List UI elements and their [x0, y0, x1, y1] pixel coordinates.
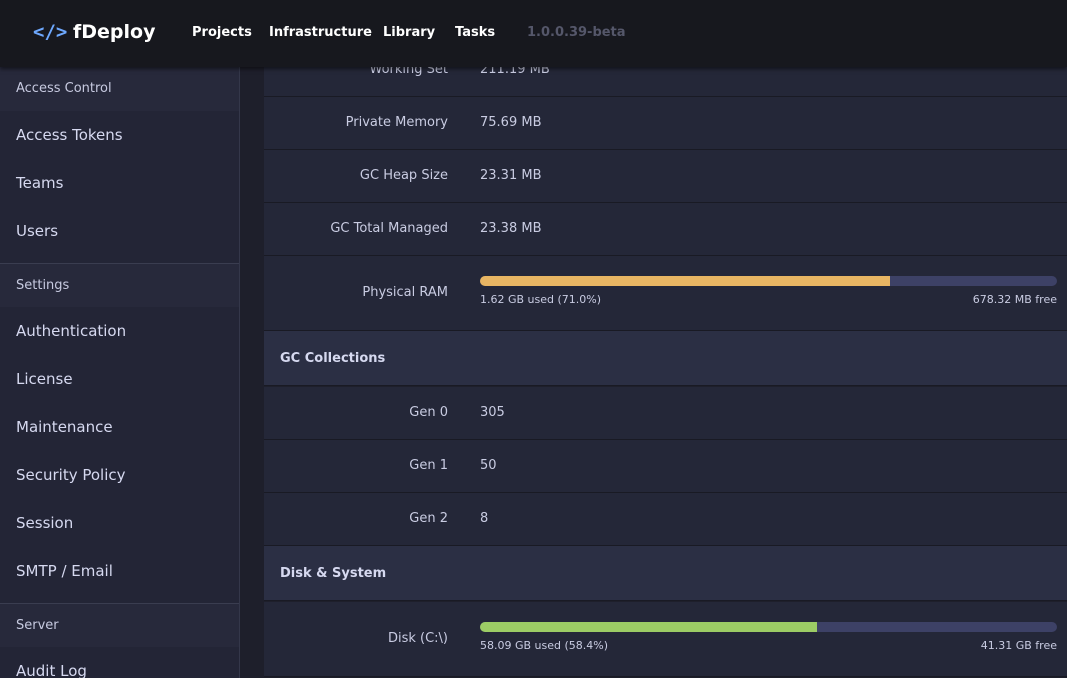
info-row: Working Set 211.19 MB	[264, 67, 1067, 97]
sidebar-link[interactable]: Access Tokens	[16, 126, 123, 144]
sidebar-link[interactable]: License	[16, 370, 73, 388]
section-header: Disk & System	[264, 546, 1067, 601]
info-row: Gen 1 50	[264, 440, 1067, 493]
used-text: 58.09 GB used (58.4%)	[480, 639, 609, 652]
version: 1.0.0.39-beta	[527, 25, 626, 40]
row-value: 8	[480, 511, 489, 526]
row-label: Working Set	[369, 67, 448, 77]
spacer	[0, 255, 239, 263]
sidebar-link[interactable]: Maintenance	[16, 418, 113, 436]
row-value: 23.31 MB	[480, 168, 542, 183]
nav-link[interactable]: Library	[383, 25, 436, 40]
row-label: Gen 2	[409, 511, 448, 526]
section-header: GC Collections	[264, 331, 1067, 386]
usage-row: Physical RAM 1.62 GB used (71.0%) 678.32 M…	[264, 256, 1067, 331]
sidebar-link[interactable]: Teams	[16, 174, 64, 192]
free-text: 678.32 MB free	[972, 293, 1057, 306]
sidebar-link[interactable]: Audit Log	[16, 662, 87, 678]
free-text: 41.31 GB free	[980, 639, 1057, 652]
content: Working Set 211.19 MB Private Memory 75.69 …	[264, 67, 1067, 678]
row-value: 50	[480, 458, 497, 473]
sidebar-section-title: Access Control	[0, 67, 239, 111]
sidebar-section-title: Server	[0, 603, 239, 647]
sidebar-section-title: Settings	[0, 263, 239, 307]
usage-track	[480, 622, 1057, 632]
nav-link[interactable]: Projects	[192, 25, 252, 40]
row-label: Physical RAM	[362, 285, 448, 300]
top-bar: </> fDeploy Projects Infrastructure Libr…	[0, 0, 1067, 67]
row-value: 23.38 MB	[480, 221, 542, 236]
row-label: Disk (C:\)	[387, 631, 448, 646]
row-label: Private Memory	[345, 115, 448, 130]
sidebar-link[interactable]: Authentication	[16, 322, 127, 340]
row-value: 75.69 MB	[480, 115, 542, 130]
logo-icon[interactable]: </>	[33, 21, 68, 43]
row-value: 211.19 MB	[480, 67, 550, 77]
row-value: 305	[480, 405, 505, 420]
usage-row: Disk (C:\) 58.09 GB used (58.4%) 41.31 GB …	[264, 602, 1067, 677]
sidebar-link[interactable]: Security Policy	[16, 466, 126, 484]
row-label: Gen 0	[409, 405, 448, 420]
sidebar: Access Control Access Tokens Teams Users Set…	[0, 67, 240, 678]
nav-link[interactable]: Tasks	[455, 25, 496, 40]
info-row: GC Heap Size 23.31 MB	[264, 150, 1067, 203]
row-label: Gen 1	[409, 458, 448, 473]
info-row: GC Total Managed 23.38 MB	[264, 203, 1067, 256]
sidebar-link[interactable]: SMTP / Email	[16, 562, 113, 580]
sidebar-link[interactable]: Users	[16, 222, 59, 240]
sidebar-link[interactable]: Session	[16, 514, 74, 532]
row-label: GC Heap Size	[359, 168, 448, 183]
nav-link[interactable]: Infrastructure	[269, 25, 372, 40]
spacer	[0, 595, 239, 603]
used-text: 1.62 GB used (71.0%)	[480, 293, 602, 306]
brand[interactable]: fDeploy	[73, 21, 156, 43]
info-row: Gen 0 305	[264, 387, 1067, 440]
usage-fill	[480, 276, 890, 286]
info-row: Gen 2 8	[264, 493, 1067, 546]
usage-fill	[480, 622, 817, 632]
usage-track	[480, 276, 1057, 286]
row-label: GC Total Managed	[330, 221, 448, 236]
info-row: Private Memory 75.69 MB	[264, 97, 1067, 150]
